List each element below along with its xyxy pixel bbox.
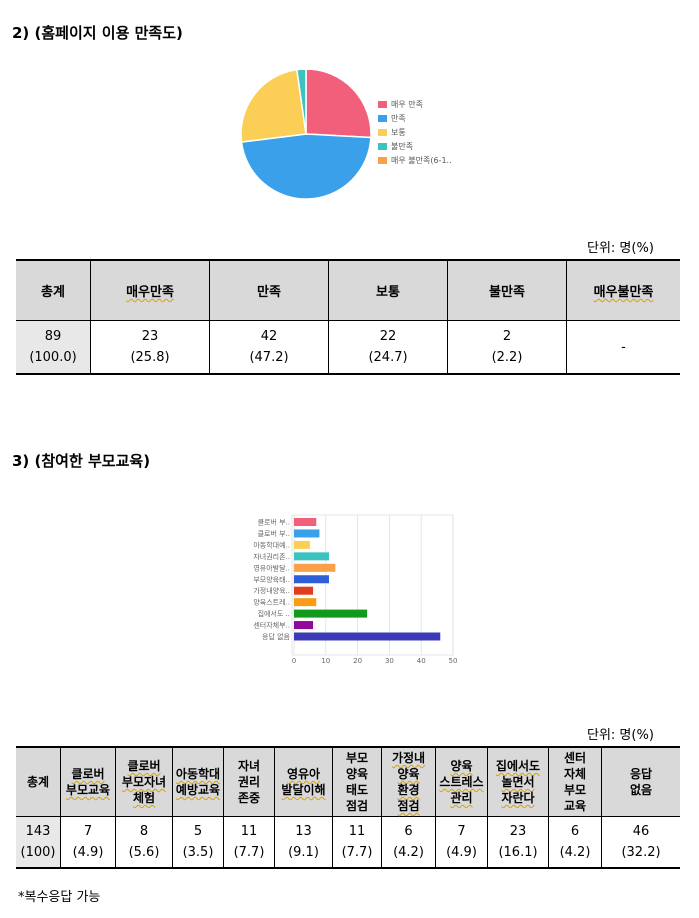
table-cell: 11 (7.7) xyxy=(223,816,275,868)
legend-item: 만족 xyxy=(391,114,406,123)
x-tick-label: 0 xyxy=(292,657,296,665)
y-category-label: 양육스트레.. xyxy=(253,598,290,607)
y-category-label: 클로버 부.. xyxy=(258,529,290,538)
header-total: 총계 xyxy=(16,260,91,321)
y-category-label: 아동학대예.. xyxy=(253,540,290,549)
table-cell: 143 (100) xyxy=(16,816,61,868)
table-cell: 22 (24.7) xyxy=(328,320,448,374)
x-tick-label: 10 xyxy=(321,657,330,665)
y-category-label: 자녀권리존.. xyxy=(253,552,290,561)
table-cell: 5 (3.5) xyxy=(172,816,224,868)
legend-swatch xyxy=(378,101,387,108)
unit-label: 단위: 명(%) xyxy=(587,241,654,256)
legend-item: 보통 xyxy=(391,128,406,137)
bar xyxy=(294,529,320,538)
table-header-row: 총계 매우만족 만족 보통 불만족 매우불만족 xyxy=(16,260,680,321)
parent-education-bar-chart: 클로버 부.. 클로버 부.. 아동학대예.. 자녀권리존.. 영유아발달.. 부모양육태… xyxy=(253,514,458,665)
header-cell: 클로버 부모자녀 체험 xyxy=(115,747,173,817)
table-header-row: 총계 클로버 부모교육 클로버 부모자녀 체험 아동학대 예방교육 자녀 권리 존중 영유아 발달이해 부… xyxy=(16,747,680,817)
pie-slice xyxy=(240,70,307,143)
bar xyxy=(294,632,441,641)
table-cell: 42 (47.2) xyxy=(209,320,329,374)
table-cell: 2 (2.2) xyxy=(447,320,567,374)
y-category-label: 센터자체부.. xyxy=(253,621,290,630)
legend-item: 불만족 xyxy=(391,142,414,151)
table-cell: 46 (32.2) xyxy=(601,816,680,868)
y-category-label: 클로버 부.. xyxy=(258,518,290,527)
legend-swatch xyxy=(378,143,387,150)
footnote: *복수응답 가능 xyxy=(18,890,101,905)
bar xyxy=(294,586,314,595)
pie-slice xyxy=(305,70,372,139)
table-cell: 6 (4.2) xyxy=(548,816,602,868)
header-cell: 클로버 부모교육 xyxy=(60,747,116,817)
unit-label-2: 단위: 명(%) xyxy=(587,728,654,743)
header-cell: 가정내 양육 환경 점검 xyxy=(381,747,436,817)
legend-swatch xyxy=(378,115,387,122)
header-cell: 아동학대 예방교육 xyxy=(172,747,224,817)
header-cell: 자녀 권리 존중 xyxy=(223,747,275,817)
parent-education-table: 총계 클로버 부모교육 클로버 부모자녀 체험 아동학대 예방교육 자녀 권리 존중 영유아 발달이해 부… xyxy=(16,746,680,869)
header-cell: 응답 없음 xyxy=(601,747,680,817)
header-very-satisfied: 매우만족 xyxy=(90,260,210,321)
x-tick-label: 40 xyxy=(417,657,426,665)
satisfaction-table: 총계 매우만족 만족 보통 불만족 매우불만족 89 (100.0) 23 (25.8… xyxy=(16,259,680,375)
header-cell: 센터 자체 부모 교육 xyxy=(548,747,602,817)
table-cell: 6 (4.2) xyxy=(381,816,436,868)
header-cell: 총계 xyxy=(16,747,61,817)
y-category-label: 영유아발달.. xyxy=(253,563,290,572)
section1-heading: 2) (홈페이지 이용 만족도) xyxy=(12,24,183,42)
y-category-label: 집에서도 .. xyxy=(258,609,290,618)
header-neutral: 보통 xyxy=(328,260,448,321)
y-category-label: 가정내양육.. xyxy=(253,586,290,595)
table-cell: 13 (9.1) xyxy=(274,816,333,868)
bar xyxy=(294,552,329,561)
legend-item: 매우 불만족(6-1.. xyxy=(391,156,452,165)
header-cell: 집에서도 놀면서 자란다 xyxy=(487,747,549,817)
bar xyxy=(294,575,329,584)
table-cell: 11 (7.7) xyxy=(332,816,382,868)
satisfaction-pie-chart xyxy=(240,70,372,200)
table-cell: 23 (25.8) xyxy=(90,320,210,374)
header-dissatisfied: 불만족 xyxy=(447,260,567,321)
header-very-dissatisfied: 매우불만족 xyxy=(566,260,680,321)
header-cell: 영유아 발달이해 xyxy=(274,747,333,817)
table-row: 143 (100) 7 (4.9) 8 (5.6) 5 (3.5) 11 (7.7) 13 (9.1)… xyxy=(16,816,680,868)
section2-heading: 3) (참여한 부모교육) xyxy=(12,452,151,470)
header-cell: 양육 스트레스 관리 xyxy=(435,747,488,817)
y-category-label: 부모양육태.. xyxy=(253,576,290,584)
table-cell: 89 (100.0) xyxy=(16,320,91,374)
y-category-label: 응답 없음 xyxy=(262,632,291,641)
x-tick-label: 20 xyxy=(353,657,362,665)
legend-swatch xyxy=(378,129,387,136)
legend-swatch xyxy=(378,157,387,164)
table-cell: 8 (5.6) xyxy=(115,816,173,868)
table-cell: 23 (16.1) xyxy=(487,816,549,868)
header-satisfied: 만족 xyxy=(209,260,329,321)
header-cell: 부모 양육 태도 점검 xyxy=(332,747,382,817)
table-cell: 7 (4.9) xyxy=(435,816,488,868)
x-tick-label: 50 xyxy=(449,657,458,665)
bar xyxy=(294,621,314,630)
table-cell: 7 (4.9) xyxy=(60,816,116,868)
bar xyxy=(294,540,310,549)
legend-item: 매우 만족 xyxy=(391,100,423,109)
x-tick-label: 30 xyxy=(385,657,394,665)
bar xyxy=(294,609,368,618)
table-row: 89 (100.0) 23 (25.8) 42 (47.2) 22 (24.7) 2 (2.2) - xyxy=(16,320,680,374)
table-cell: - xyxy=(566,320,680,374)
pie-slice xyxy=(240,133,372,200)
pie-slice xyxy=(296,70,307,135)
bar xyxy=(294,598,317,607)
bar xyxy=(294,518,317,526)
bar xyxy=(294,563,336,572)
